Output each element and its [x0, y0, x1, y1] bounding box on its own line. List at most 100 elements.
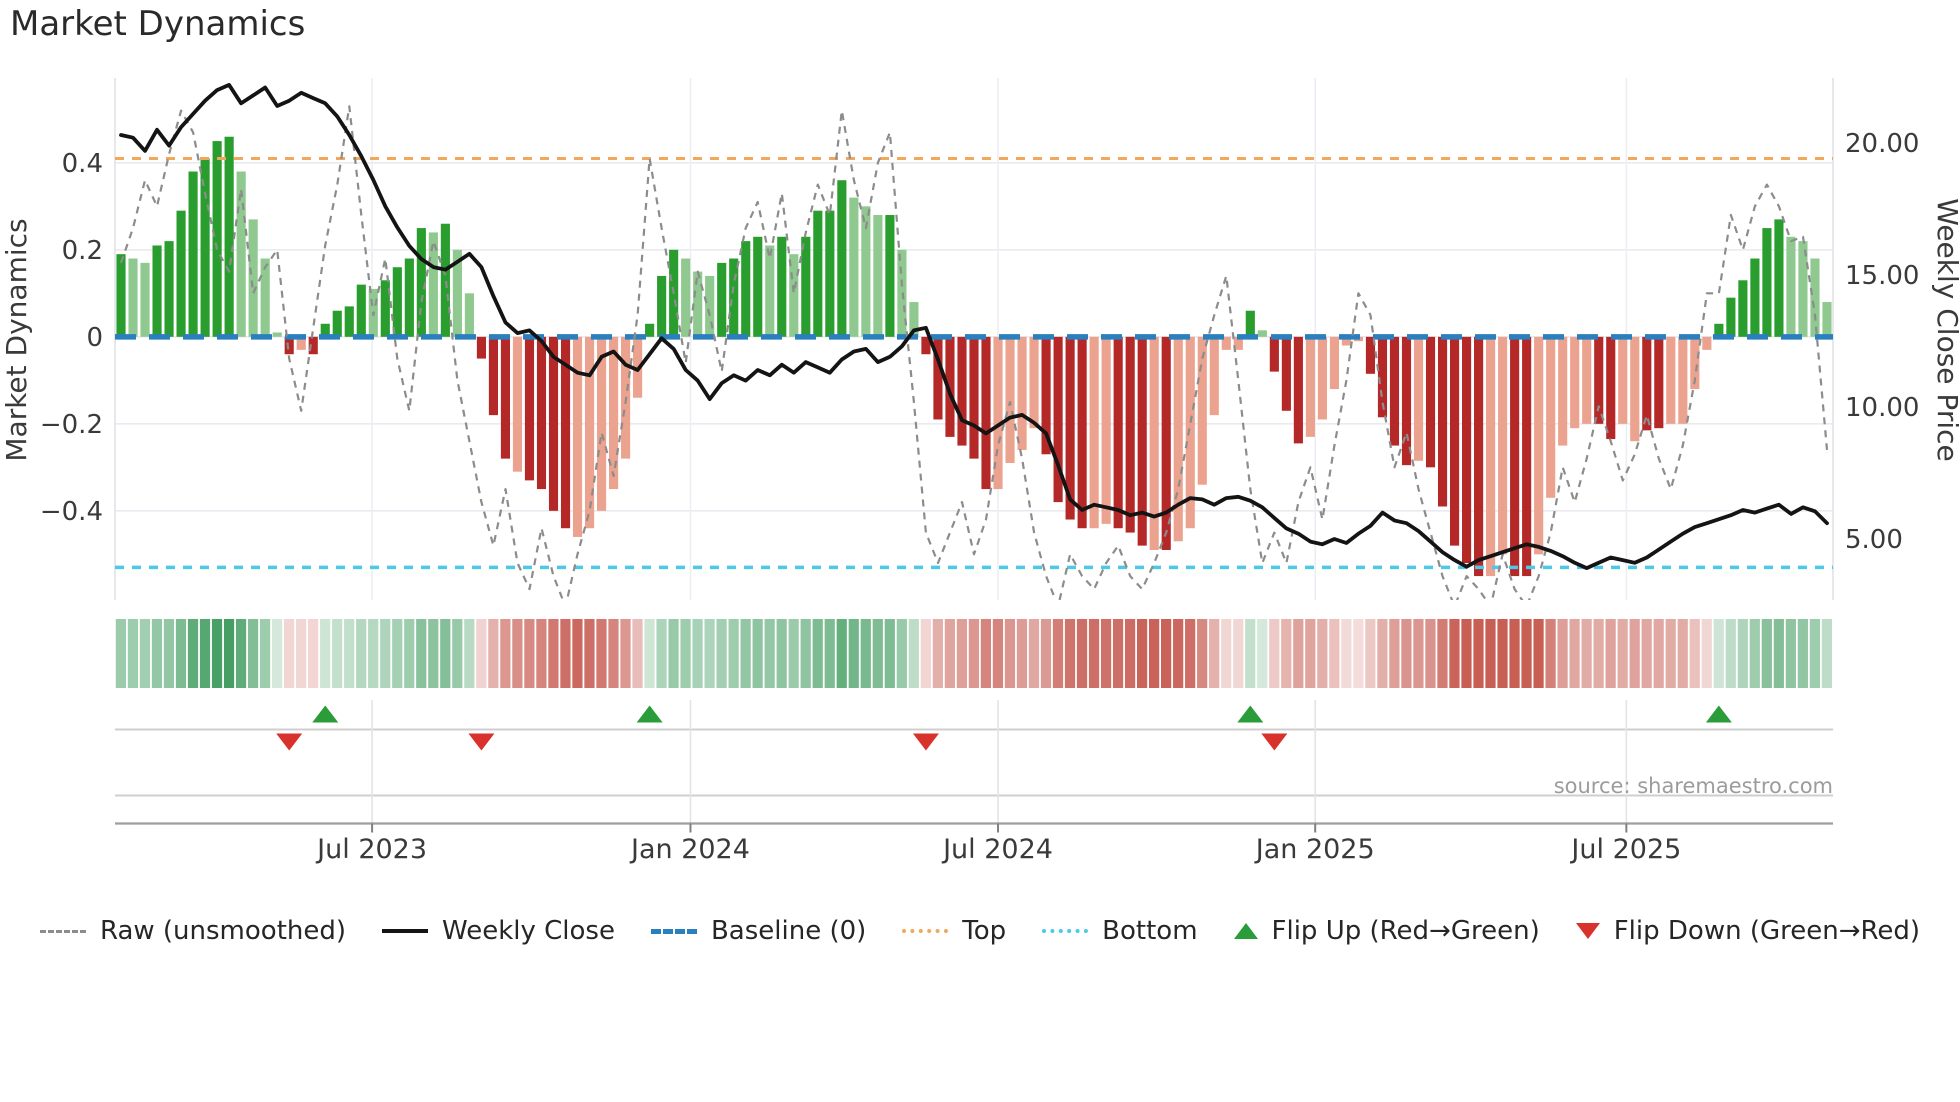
- heatmap-cell: [848, 619, 859, 688]
- oscillator-bar: [717, 262, 727, 337]
- oscillator-bar: [1810, 258, 1820, 337]
- oscillator-bar: [1618, 336, 1628, 424]
- heatmap-cell: [752, 619, 763, 688]
- flip-down-marker: [912, 733, 939, 751]
- heatmap-cell: [1016, 619, 1028, 688]
- heatmap-cell: [1473, 619, 1484, 688]
- heatmap-cell: [872, 619, 883, 688]
- threshold-lines: [115, 156, 1833, 570]
- heatmap-cell: [1377, 619, 1388, 688]
- raw-line: [119, 105, 1829, 600]
- oscillator-bar: [560, 336, 571, 529]
- heatmap-cell: [1713, 619, 1724, 688]
- heatmap-cell: [1149, 619, 1160, 688]
- heatmap-cell: [464, 619, 475, 688]
- legend-label: Weekly Close: [442, 916, 615, 946]
- oscillator-bar: [1233, 336, 1243, 350]
- x-tick-label: Jul 2024: [941, 834, 1053, 865]
- heatmap-cell: [1293, 619, 1304, 688]
- flip-up-triangle-icon: [1233, 923, 1258, 939]
- oscillator-bar: [1017, 336, 1027, 450]
- legend-item-bottom: Bottom: [1042, 916, 1198, 946]
- heatmap-cell: [1389, 619, 1400, 688]
- heatmap-cell: [896, 619, 907, 688]
- oscillator-bar: [1437, 336, 1448, 507]
- oscillator-bar: [1498, 336, 1508, 555]
- heatmap-cell: [283, 619, 295, 688]
- oscillator-bar: [837, 180, 847, 337]
- heatmap-cell: [704, 619, 715, 688]
- heatmap-cell: [1305, 619, 1316, 688]
- heatmap-cell: [1677, 619, 1688, 688]
- oscillator-bar: [1197, 336, 1207, 485]
- oscillator-bar: [945, 336, 955, 437]
- oscillator-bar: [729, 258, 739, 337]
- oscillator-bar: [1642, 336, 1652, 431]
- oscillator-bar: [981, 336, 991, 490]
- heatmap-cell: [1341, 619, 1352, 688]
- heatmap-cell: [1569, 619, 1580, 688]
- heatmap-cell: [1665, 619, 1676, 688]
- oscillator-bar: [584, 336, 595, 529]
- legend-item-flip-down: Flip Down (Green→Red): [1575, 916, 1920, 946]
- heatmap-cell: [1173, 619, 1184, 688]
- heatmap-cell: [536, 619, 547, 688]
- oscillator-bar: [1173, 336, 1183, 542]
- oscillator-bar: [957, 336, 967, 446]
- chart-title: Market Dynamics: [10, 4, 306, 44]
- oscillator-bar: [1798, 241, 1808, 337]
- heatmap-cell: [980, 619, 992, 688]
- oscillator-bar: [849, 197, 859, 337]
- flip-down-triangle-icon: [1575, 923, 1600, 939]
- axes: Jul 2023 Jan 2024 Jul 2024 Jan 2025 Jul 2025…: [40, 129, 1920, 865]
- heatmap-cell: [884, 619, 895, 688]
- heatmap-cell: [1485, 619, 1496, 688]
- heatmap-cell: [392, 619, 403, 688]
- oscillator-bar: [1449, 336, 1460, 546]
- heatmap-cell: [932, 619, 943, 688]
- oscillator-bar: [1089, 336, 1099, 529]
- oscillator-bar: [1185, 336, 1195, 529]
- heatmap-cell: [271, 619, 283, 688]
- heatmap-cell: [127, 619, 139, 688]
- heatmap-cell: [1076, 619, 1088, 688]
- legend-item-baseline: Baseline (0): [650, 916, 866, 946]
- oscillator-bar: [1702, 336, 1712, 350]
- heatmap-cell: [1725, 619, 1736, 688]
- heatmap-cell: [1509, 619, 1520, 688]
- oscillator-bar: [1005, 336, 1015, 463]
- left-tick-label: 0.4: [62, 149, 103, 179]
- oscillator-bar: [392, 267, 402, 337]
- heatmap-cell: [259, 619, 271, 688]
- heatmap-cell: [644, 619, 655, 688]
- oscillator-bar: [1029, 336, 1039, 429]
- heatmap-cell: [1413, 619, 1424, 688]
- flip-up-marker: [636, 705, 663, 723]
- legend: Raw (unsmoothed) Weekly Close Baseline (…: [0, 916, 1960, 946]
- oscillator-bar: [500, 336, 511, 459]
- oscillator-bar: [404, 258, 414, 337]
- oscillator-bar: [1125, 336, 1135, 533]
- oscillator-bar: [356, 284, 366, 337]
- heatmap-cell: [199, 619, 211, 688]
- oscillator-bar: [1462, 336, 1472, 564]
- heatmap-cell: [560, 619, 571, 688]
- heatmap-cell: [163, 619, 175, 688]
- oscillator-bar: [861, 206, 871, 337]
- oscillator-bar: [1341, 336, 1351, 346]
- oscillator-bar: [933, 336, 943, 420]
- heatmap-cell: [1521, 619, 1532, 688]
- heatmap-cell: [1821, 619, 1832, 688]
- legend-item-top: Top: [902, 916, 1006, 946]
- oscillator-bar: [284, 336, 294, 355]
- oscillator-bar: [1413, 336, 1424, 461]
- bottom-line-swatch: [1042, 929, 1089, 933]
- oscillator-bar: [1774, 219, 1784, 337]
- heatmap-cell: [1449, 619, 1460, 688]
- left-tick-label: 0: [86, 323, 103, 353]
- oscillator-bar: [969, 336, 979, 459]
- oscillator-bar: [921, 336, 931, 355]
- oscillator-bar: [1690, 336, 1700, 390]
- heatmap-cell: [1617, 619, 1628, 688]
